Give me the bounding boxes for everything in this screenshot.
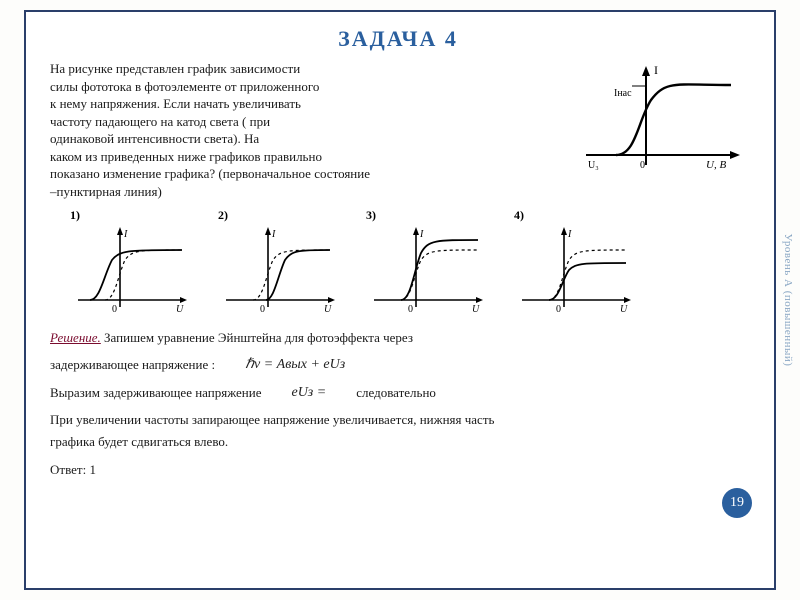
option-label: 1) [70,208,200,223]
option-label: 3) [366,208,496,223]
problem-line: каком из приведенных ниже графиков прави… [50,148,564,166]
option-svg: I 0 U [514,225,644,315]
problem-line: показано изменение графика? (первоначаль… [50,165,564,183]
svg-text:I: I [419,229,424,240]
svg-text:U: U [620,304,628,315]
i-sat-label: Iнас [614,88,632,99]
problem-line: На рисунке представлен график зависимост… [50,60,564,78]
solution-line1: Запишем уравнение Эйнштейна для фотоэффе… [101,330,413,345]
option-graph: 1) I 0 U [70,208,200,315]
main-graph: I Iнас U₃ 0 U, В [576,60,746,180]
option-graph: 3) I 0 U [366,208,496,315]
problem-line: силы фототока в фотоэлементе от приложен… [50,78,564,96]
svg-text:0: 0 [260,304,265,315]
option-graph: 2) I 0 U [218,208,348,315]
svg-text:0: 0 [408,304,413,315]
svg-text:0: 0 [556,304,561,315]
problem-line: –пунктирная линия) [50,183,564,201]
y-axis-label: I [654,63,658,77]
answer: Ответ: 1 [50,459,746,481]
solution-line3a: Выразим задерживающее напряжение [50,382,261,404]
svg-text:U: U [176,304,184,315]
problem-line: к нему напряжения. Если начать увеличива… [50,95,564,113]
solution-line4: При увеличении частоты запирающее напряж… [50,409,746,431]
option-label: 2) [218,208,348,223]
problem-line: частоту падающего на катод света ( при [50,113,564,131]
solution-line3b: следовательно [356,382,436,404]
solution-block: Решение. Запишем уравнение Эйнштейна для… [50,327,746,481]
option-svg: I 0 U [366,225,496,315]
svg-text:I: I [567,229,572,240]
solution-line5: графика будет сдвигаться влево. [50,431,746,453]
problem-text: На рисунке представлен график зависимост… [50,60,564,200]
side-caption: Уровень А (повышенный) [782,234,794,367]
svg-text:I: I [123,229,128,240]
option-graph: 4) I 0 U [514,208,644,315]
option-svg: I 0 U [218,225,348,315]
options-row: 1) I 0 U 2) I 0 U 3) I 0 U 4) I [70,208,746,315]
x-left-label: U₃ [588,160,599,171]
svg-text:U: U [324,304,332,315]
option-label: 4) [514,208,644,223]
slide-frame: ЗАДАЧА 4 На рисунке представлен график з… [24,10,776,590]
page-number-badge: 19 [722,488,752,518]
solution-lead: Решение. [50,330,101,345]
origin-label: 0 [640,160,645,171]
svg-text:U: U [472,304,480,315]
svg-text:I: I [271,229,276,240]
equation-2: eUз = [291,381,326,405]
x-right-label: U, В [706,159,726,171]
svg-text:0: 0 [112,304,117,315]
solution-line2: задерживающее напряжение : [50,354,215,376]
problem-line: одинаковой интенсивности света). На [50,130,564,148]
equation-1: ℏν = Aвых + eUз [245,353,345,377]
problem-block: На рисунке представлен график зависимост… [50,60,746,200]
option-svg: I 0 U [70,225,200,315]
slide-title: ЗАДАЧА 4 [50,26,746,52]
